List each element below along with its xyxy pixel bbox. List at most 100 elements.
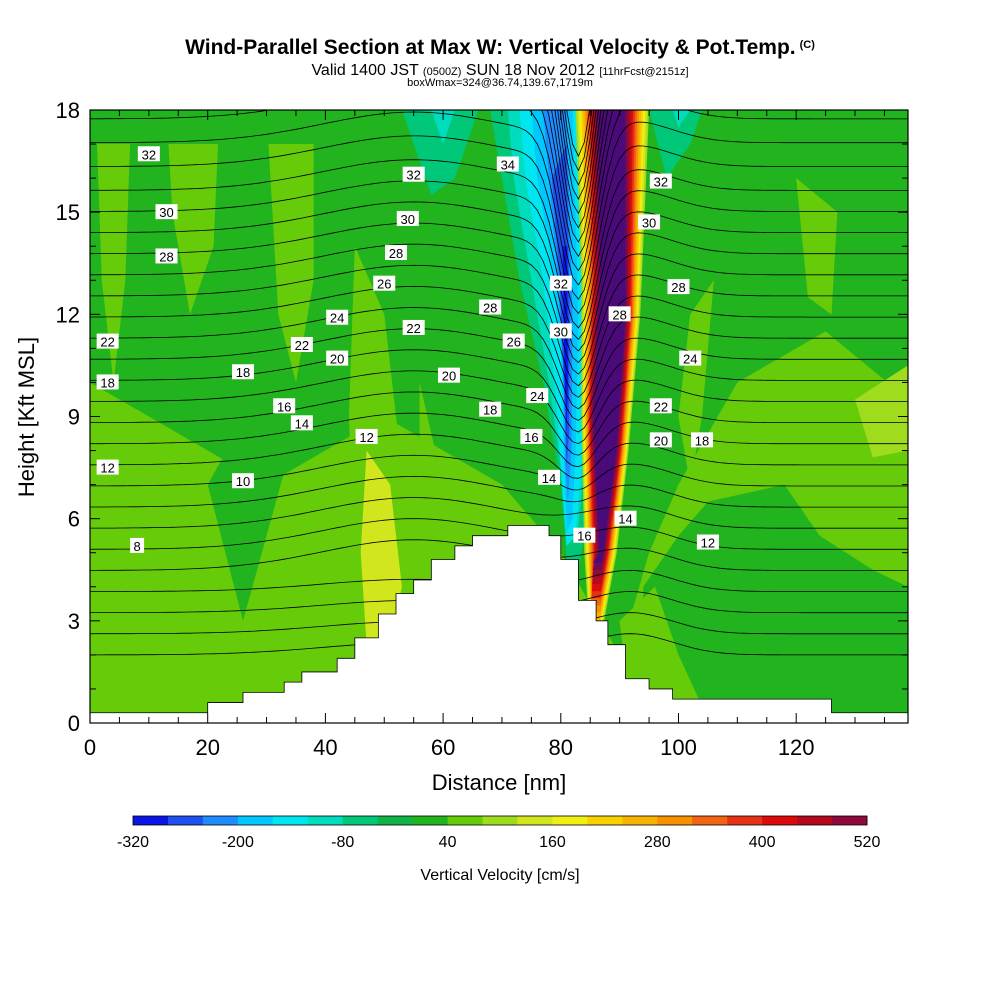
contour-label-box — [373, 275, 396, 291]
contour-label: 26 — [373, 275, 396, 292]
contour-label-box — [573, 527, 596, 543]
contour-label-text: 22 — [654, 399, 668, 414]
colorbar-segment — [727, 816, 763, 825]
contour-label: 14 — [290, 415, 313, 431]
colorbar-segment — [692, 816, 728, 825]
colorbar-segment — [797, 816, 833, 825]
title-units: (C) — [799, 39, 815, 51]
field-region-neutral-lower — [207, 399, 291, 621]
contour-label: 28 — [667, 279, 690, 295]
contour-label-text: 20 — [442, 369, 456, 384]
theta-contour — [90, 222, 908, 364]
contour-label-text: 24 — [530, 389, 544, 404]
contour-label-box — [479, 401, 502, 417]
contour-label-text: 24 — [330, 311, 344, 326]
theta-contour — [90, 110, 908, 286]
contour-label-text: 22 — [100, 335, 114, 350]
theta-contour — [90, 518, 908, 550]
contour-label-box — [649, 173, 672, 189]
contour-label: 16 — [573, 527, 596, 544]
contour-label: 8 — [130, 537, 145, 554]
contour-label-text: 32 — [142, 147, 156, 162]
contour-label-text: 14 — [618, 512, 632, 527]
y-tick-label: 15 — [56, 200, 80, 225]
valid-date: SUN 18 Nov 2012 — [465, 62, 595, 79]
x-tick-label: 0 — [84, 735, 96, 760]
x-tick-label: 100 — [660, 735, 697, 760]
contour-label-box — [355, 428, 378, 444]
colorbar: -320 -200 -80 40 160 280 400 520 — [117, 815, 880, 851]
contour-label-text: 16 — [524, 430, 538, 445]
y-tick-label: 0 — [68, 711, 80, 736]
contour-label: 28 — [155, 248, 178, 264]
contour-label-text: 26 — [377, 277, 391, 292]
theta-contour — [90, 475, 908, 508]
colorbar-segment — [832, 816, 868, 825]
contour-label: 34 — [496, 156, 519, 172]
colorbar-segment — [412, 816, 449, 825]
contour-label: 30 — [155, 204, 178, 220]
chart-title: Wind-Parallel Section at Max W: Vertical… — [0, 36, 1000, 60]
contour-label-text: 30 — [401, 212, 415, 227]
theta-contour — [90, 454, 908, 491]
contour-label-text: 10 — [236, 474, 250, 489]
contour-label-box — [638, 214, 661, 230]
contour-label-box — [667, 279, 690, 295]
colorbar-segment — [657, 816, 693, 825]
field-region-weak-up-6 — [678, 280, 714, 485]
box-info: boxWmax=324@36.74,139.67,1719m — [407, 77, 593, 89]
contour-label-text: 28 — [671, 280, 685, 295]
theta-contour — [90, 370, 908, 445]
contour-label: 16 — [273, 398, 296, 414]
contour-label: 28 — [385, 245, 408, 261]
contour-label-box — [232, 473, 255, 489]
contour-label-box — [691, 432, 714, 448]
contour-label: 32 — [137, 146, 160, 162]
contour-label-text: 22 — [406, 321, 420, 336]
field-region-pos520 — [592, 110, 626, 563]
terrain-profile — [90, 525, 908, 723]
contour-label: 18 — [691, 432, 714, 448]
contour-label-box — [649, 432, 672, 448]
y-tick-label: 6 — [68, 507, 80, 532]
contour-label-box — [273, 398, 296, 414]
contour-label-box — [549, 275, 572, 291]
contour-label: 12 — [96, 459, 119, 476]
theta-contour — [90, 264, 908, 387]
contour-label-box — [679, 350, 702, 366]
colorbar-segment — [587, 816, 623, 825]
contour-label: 20 — [326, 350, 349, 367]
x-tick-label: 120 — [778, 735, 815, 760]
contour-label-box — [326, 309, 349, 325]
theta-contour — [90, 243, 908, 375]
contour-label-box — [290, 336, 313, 352]
contour-label-box — [549, 323, 572, 339]
contour-label-text: 8 — [133, 539, 140, 554]
contour-label-text: 28 — [612, 307, 626, 322]
colorbar-tick-label: 400 — [749, 834, 776, 851]
contour-label-box — [496, 156, 519, 172]
colorbar-tick-label: -200 — [222, 834, 254, 851]
contour-label-text: 30 — [159, 205, 173, 220]
contour-label-text: 20 — [330, 352, 344, 367]
contour-label-box — [232, 364, 255, 380]
contour-label-box — [96, 459, 119, 475]
contour-label: 32 — [549, 275, 572, 292]
colorbar-tick-label: -320 — [117, 834, 149, 851]
colorbar-segment — [237, 816, 274, 825]
theta-contour — [90, 433, 908, 479]
contour-label: 18 — [232, 364, 255, 380]
contour-label: 30 — [396, 210, 419, 227]
theta-contour — [90, 349, 908, 433]
contour-label: 24 — [679, 350, 702, 367]
colorbar-segment — [622, 816, 658, 825]
field-region-up-80 — [360, 450, 402, 645]
contour-label: 10 — [232, 473, 255, 489]
contour-label-box — [96, 333, 119, 349]
y-tick-label: 18 — [56, 98, 80, 123]
contour-label-text: 28 — [483, 301, 497, 316]
theta-contour — [90, 180, 908, 341]
contour-label: 22 — [290, 336, 313, 353]
contour-label-box — [502, 333, 525, 349]
theta-contour — [90, 307, 908, 410]
